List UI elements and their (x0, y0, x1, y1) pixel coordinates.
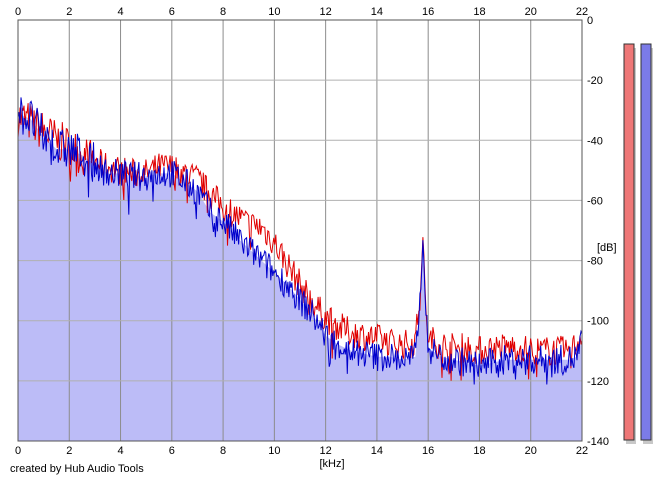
x-tick-label-top: 14 (371, 6, 383, 18)
x-tick-label-bottom: 6 (169, 445, 175, 457)
y-tick-label: -60 (587, 195, 603, 207)
x-tick-label-bottom: 2 (66, 445, 72, 457)
x-tick-label-bottom: 14 (371, 445, 383, 457)
y-tick-label: -20 (587, 75, 603, 87)
y-tick-label: -40 (587, 135, 603, 147)
x-tick-label-top: 0 (15, 6, 21, 18)
x-tick-label-top: 10 (268, 6, 280, 18)
level-meter-1 (623, 43, 635, 441)
series-line-2 (17, 97, 583, 385)
x-tick-label-top: 4 (117, 6, 123, 18)
x-axis-label: [kHz] (319, 458, 344, 470)
x-tick-label-top: 20 (525, 6, 537, 18)
x-tick-label-bottom: 8 (220, 445, 226, 457)
x-tick-label-bottom: 20 (525, 445, 537, 457)
level-meter-2 (640, 43, 652, 441)
x-tick-label-bottom: 18 (473, 445, 485, 457)
x-tick-label-bottom: 10 (268, 445, 280, 457)
y-tick-label: -80 (587, 256, 603, 268)
x-tick-label-bottom: 16 (422, 445, 434, 457)
y-axis-label: [dB] (597, 242, 617, 254)
x-tick-label-bottom: 0 (15, 445, 21, 457)
credit-text: created by Hub Audio Tools (10, 463, 144, 475)
x-tick-label-top: 18 (473, 6, 485, 18)
x-tick-label-bottom: 22 (576, 445, 588, 457)
x-tick-label-top: 6 (169, 6, 175, 18)
x-tick-label-top: 12 (320, 6, 332, 18)
plot-border (17, 19, 583, 442)
y-tick-label: 0 (587, 15, 593, 27)
x-tick-label-top: 16 (422, 6, 434, 18)
x-tick-label-bottom: 4 (117, 445, 123, 457)
y-tick-label: -100 (587, 316, 609, 328)
x-tick-label-top: 2 (66, 6, 72, 18)
x-tick-label-top: 22 (576, 6, 588, 18)
y-tick-label: -140 (587, 436, 609, 448)
x-tick-label-bottom: 12 (320, 445, 332, 457)
x-tick-label-top: 8 (220, 6, 226, 18)
y-tick-label: -120 (587, 376, 609, 388)
